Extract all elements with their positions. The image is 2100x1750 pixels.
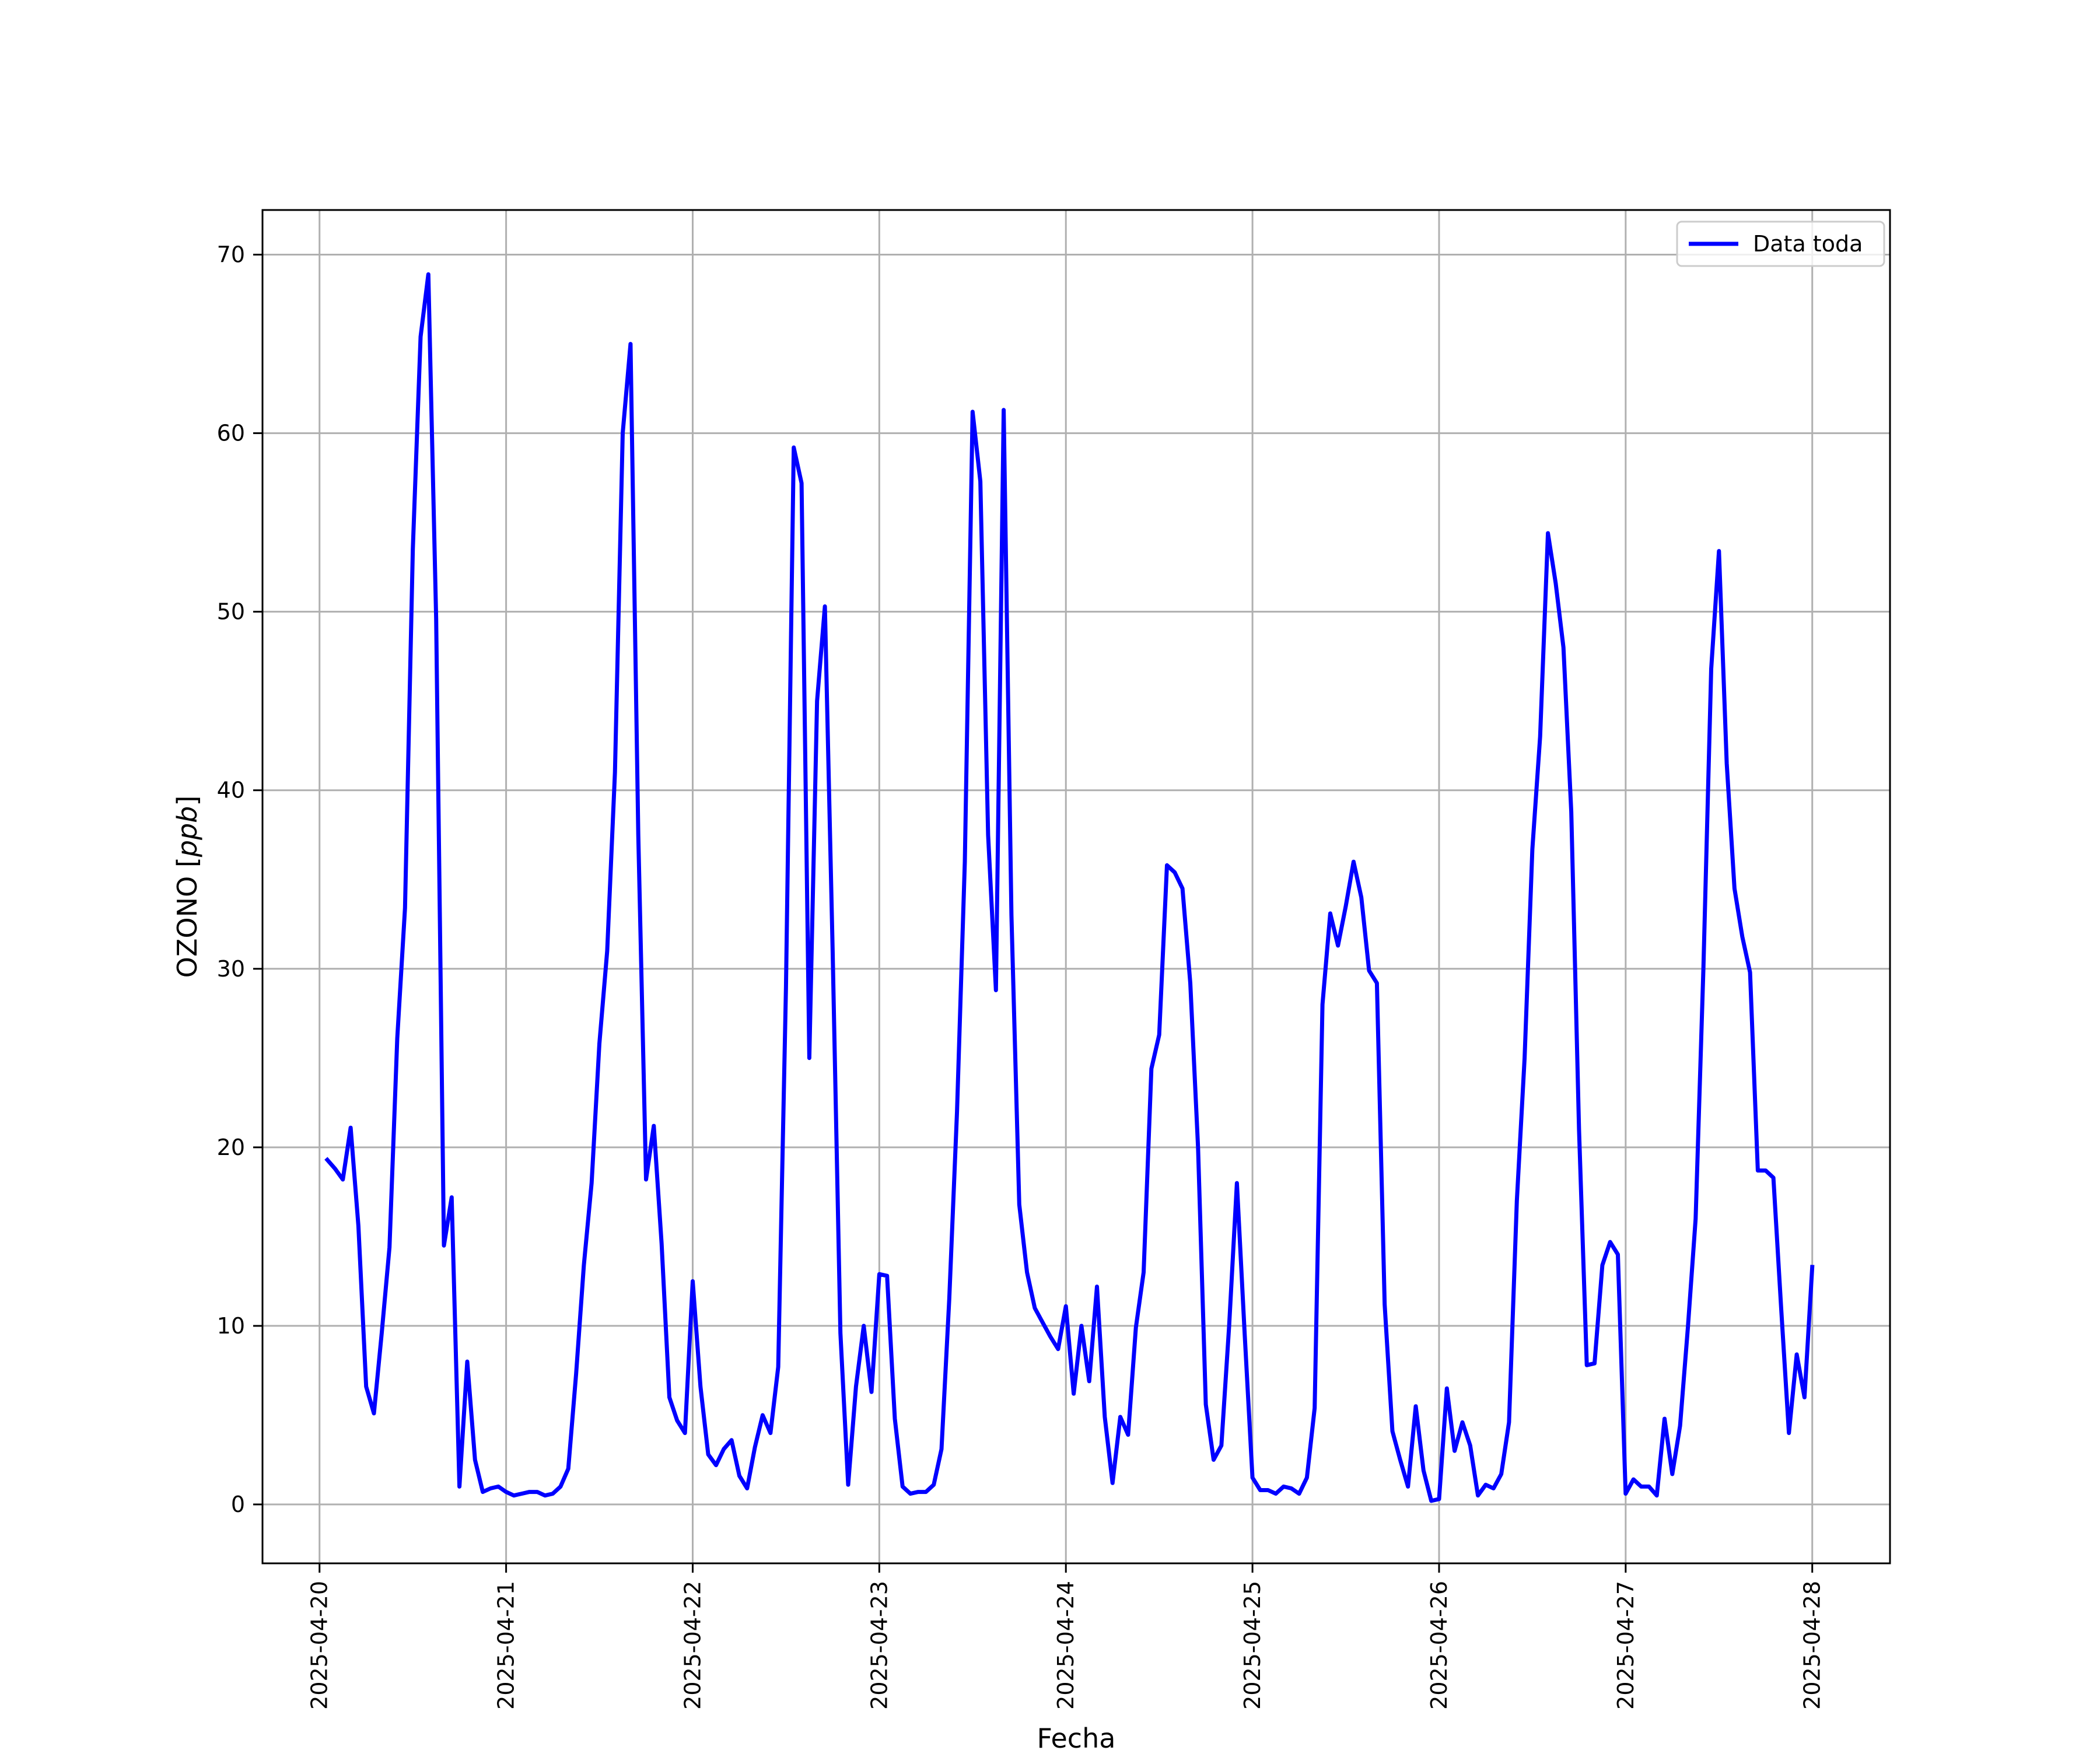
y-tick-label: 60 (217, 421, 245, 446)
y-tick-label: 40 (217, 778, 245, 803)
x-tick-label: 2025-04-24 (1053, 1581, 1079, 1710)
x-tick-label: 2025-04-27 (1613, 1581, 1639, 1710)
legend: Data toda (1676, 220, 1885, 267)
y-tick-label: 50 (217, 599, 245, 625)
series-line-data-toda (324, 272, 1815, 1503)
x-axis-label: Fecha (1037, 1723, 1116, 1750)
x-tick-label: 2025-04-26 (1426, 1581, 1452, 1710)
grid-lines (262, 210, 1890, 1563)
y-axis-label: OZONO [ppb] (172, 796, 203, 978)
y-tick-label: 20 (217, 1135, 245, 1160)
legend-box (1676, 220, 1885, 267)
x-tick-label: 2025-04-23 (866, 1581, 892, 1710)
y-tick-label: 10 (217, 1313, 245, 1339)
x-tick-label: 2025-04-25 (1240, 1581, 1265, 1710)
y-tick-label: 0 (231, 1492, 245, 1517)
y-axis-label-close: ] (172, 796, 203, 806)
legend-label: Data toda (1753, 231, 1863, 257)
x-tick-label: 2025-04-21 (494, 1581, 519, 1710)
y-tick-label: 70 (217, 242, 245, 268)
plot-frame (261, 209, 1891, 1564)
y-axis-label-main: OZONO [ (172, 857, 203, 978)
y-axis-label-unit: ppb (172, 806, 203, 858)
y-tick-label: 30 (217, 956, 245, 982)
x-axis: 2025-04-20 2025-04-21 2025-04-22 2025-04-23… (307, 1563, 1825, 1710)
y-axis: 0 10 20 30 40 50 60 70 (217, 242, 262, 1517)
series-layer (324, 272, 1815, 1503)
x-tick-label: 2025-04-20 (307, 1581, 332, 1710)
x-tick-label: 2025-04-28 (1800, 1581, 1825, 1710)
x-tick-label: 2025-04-22 (680, 1581, 705, 1710)
